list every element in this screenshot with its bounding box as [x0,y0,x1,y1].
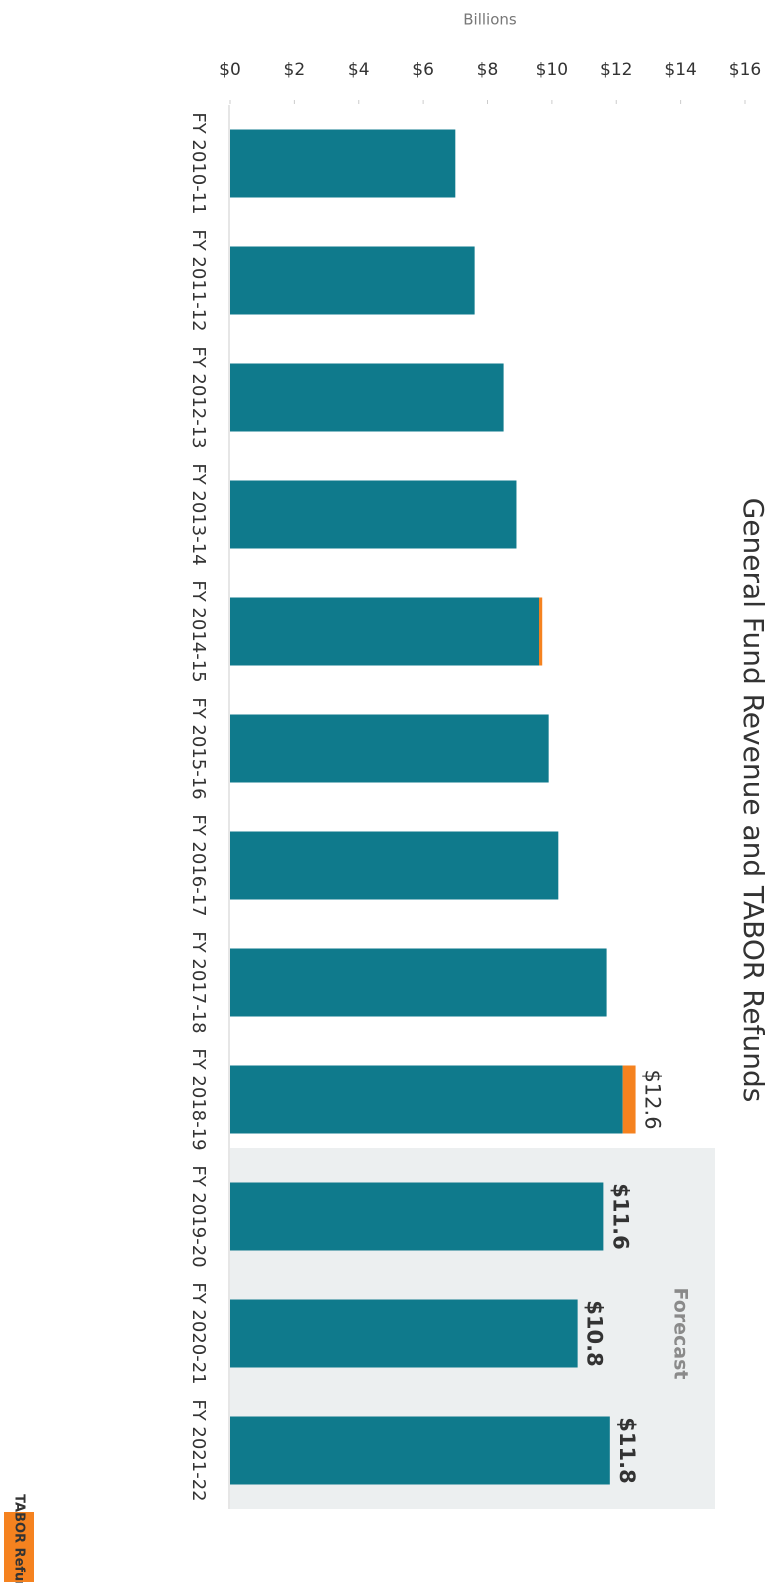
y-tick-label: $8 [477,60,499,80]
x-tick-label: FY 2011-12 [188,229,209,331]
y-tick-label: $6 [412,60,434,80]
total-label: $12.6 [641,1069,665,1129]
x-tick-label: FY 2013-14 [188,463,209,565]
x-tick-label: FY 2017-18 [188,931,209,1033]
y-tick-label: $10 [536,60,568,80]
bar-segment [230,363,504,432]
bar-segment [230,246,475,315]
legend-label: TABOR Refund [12,1494,27,1583]
value-label: $11.8 [615,1417,639,1483]
y-tick-label: $2 [284,60,306,80]
value-label: $10.8 [583,1300,607,1366]
bar-segment [230,1182,604,1251]
bar-segment [230,831,559,900]
x-tick-label: FY 2018-19 [188,1048,209,1150]
x-tick-label: FY 2020-21 [188,1282,209,1384]
y-tick-label: $0 [219,60,241,80]
legend-swatch [4,1512,34,1582]
bar-segment [622,1065,636,1134]
bar-segment [230,1065,623,1134]
value-label: $11.6 [608,1183,632,1249]
y-tick-label: $16 [729,60,761,80]
bar-segment [230,714,549,783]
y-tick-label: $14 [664,60,696,80]
bar-segment [539,597,543,666]
x-tick-label: FY 2015-16 [188,697,209,799]
x-tick-label: FY 2012-13 [188,346,209,448]
y-tick-label: $12 [600,60,632,80]
bar-segment [230,948,607,1017]
rotated-chart: General Fund Revenue and TABOR Refunds F… [4,11,770,1583]
x-tick-label: FY 2016-17 [188,814,209,916]
x-tick-label: FY 2019-20 [188,1165,209,1267]
y-tick-label: $4 [348,60,370,80]
bar-segment [230,129,456,198]
x-tick-label: FY 2021-22 [188,1399,209,1501]
forecast-label: Forecast [670,1288,692,1380]
y-axis-label: Billions [463,11,517,29]
x-tick-label: FY 2010-11 [188,112,209,214]
bar-segment [230,1299,578,1368]
bar-segment [230,1416,610,1485]
bar-segment [230,480,517,549]
chart-title: General Fund Revenue and TABOR Refunds [737,498,770,1103]
bar-segment [230,597,539,666]
x-tick-label: FY 2014-15 [188,580,209,682]
